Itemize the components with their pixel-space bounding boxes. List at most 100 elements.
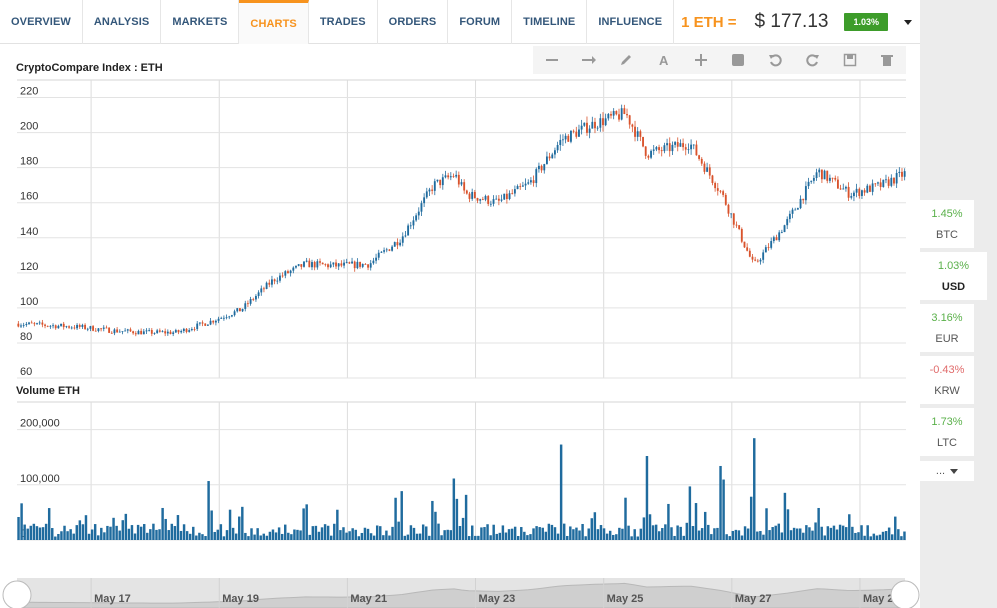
candle-body (164, 331, 167, 334)
candle-body (257, 292, 260, 297)
volume-bar (789, 530, 793, 540)
plus-icon[interactable] (689, 48, 713, 72)
candle-body (562, 139, 564, 141)
volume-bar (51, 528, 54, 540)
tab-trades[interactable]: TRADES (309, 0, 378, 44)
volume-bar (719, 465, 722, 540)
volume-bar (60, 531, 63, 540)
volume-bar (661, 528, 664, 540)
tab-influence[interactable]: INFLUENCE (587, 0, 675, 44)
currency-eur[interactable]: 3.16% EUR (920, 304, 974, 352)
pencil-icon[interactable] (614, 48, 638, 72)
volume-bar (532, 528, 535, 540)
candle-body (636, 131, 639, 137)
volume-bar (805, 525, 808, 540)
candle-body (335, 262, 337, 267)
volume-bar (556, 533, 560, 540)
volume-bar (342, 527, 345, 540)
candle-body (132, 331, 135, 334)
price-chart[interactable]: 60 80 100 120 140 160 180 200 220 0 100,000 200,000… (0, 0, 920, 608)
navigator-date-label: May 21 (350, 593, 387, 605)
candle-body (668, 143, 671, 152)
candle-body (351, 261, 353, 264)
volume-bar (728, 536, 731, 540)
tab-markets[interactable]: MARKETS (161, 0, 240, 44)
volume-bar (581, 523, 584, 540)
volume-bar (115, 525, 118, 540)
currency-usd[interactable]: 1.03% USD (920, 252, 987, 300)
minus-icon[interactable] (540, 48, 564, 72)
candle-body (134, 333, 137, 335)
volume-bar (780, 532, 784, 540)
volume-bar (385, 530, 388, 540)
candle-body (417, 211, 420, 216)
candle-body (527, 182, 530, 184)
currency-ltc[interactable]: 1.73% LTC (920, 408, 974, 456)
volume-bar (802, 532, 805, 540)
volume-bar (369, 533, 373, 540)
volume-bar (520, 527, 523, 540)
volume-bar (188, 533, 192, 540)
undo-icon[interactable] (763, 48, 787, 72)
more-currencies-button[interactable]: ... (920, 461, 974, 481)
square-icon[interactable] (726, 48, 750, 72)
volume-bar (627, 525, 630, 540)
candle-body (869, 185, 871, 192)
volume-bar (835, 529, 839, 540)
candle-body (391, 246, 394, 251)
tab-charts[interactable]: CHARTS (239, 0, 309, 44)
volume-bar (425, 526, 428, 540)
volume-bar (523, 531, 526, 540)
candle-body (225, 317, 228, 319)
candle-body (756, 260, 759, 262)
candle-body (236, 308, 239, 312)
candle-body (775, 237, 778, 241)
volume-bar (599, 525, 603, 540)
currency-krw[interactable]: -0.43% KRW (920, 356, 974, 404)
candle-body (126, 329, 129, 331)
candle-body (284, 271, 287, 276)
volume-bar (458, 526, 462, 540)
volume-bar (673, 535, 676, 540)
volume-bar (694, 503, 698, 540)
volume-bar (768, 530, 771, 540)
volume-bar (20, 503, 23, 540)
candle-body (604, 118, 607, 126)
currency-btc[interactable]: 1.45% BTC (920, 200, 974, 248)
candle-body (631, 124, 634, 127)
tab-overview[interactable]: OVERVIEW (0, 0, 83, 44)
candle-body (300, 264, 303, 267)
candle-body (260, 288, 263, 293)
tab-timeline[interactable]: TIMELINE (512, 0, 588, 44)
volume-bar (133, 533, 137, 540)
candle-body (492, 199, 495, 204)
tab-analysis[interactable]: ANALYSIS (83, 0, 162, 44)
text-icon[interactable]: A (652, 48, 676, 72)
trash-icon[interactable] (875, 48, 899, 72)
candle-body (615, 111, 618, 115)
volume-bar (657, 531, 661, 540)
volume-bar (596, 529, 600, 540)
volume-bar (348, 531, 351, 540)
volume-bar (817, 507, 820, 540)
candle-body (457, 174, 460, 185)
tab-orders[interactable]: ORDERS (378, 0, 449, 44)
volume-bar (642, 517, 646, 540)
arrow-right-icon[interactable] (577, 48, 601, 72)
candle-body (748, 250, 751, 257)
candle-body (706, 167, 709, 172)
volume-bar (513, 526, 517, 540)
candle-body (327, 264, 329, 268)
chevron-down-icon[interactable] (904, 19, 912, 25)
volume-bar (363, 527, 367, 540)
candle-body (623, 108, 626, 115)
volume-bar (271, 529, 275, 540)
redo-icon[interactable] (801, 48, 825, 72)
candle-body (772, 237, 775, 242)
tab-forum[interactable]: FORUM (448, 0, 513, 44)
volume-bar (636, 536, 639, 540)
candle-body (489, 203, 492, 205)
candle-body (671, 144, 674, 152)
volume-bar (412, 527, 416, 540)
save-icon[interactable] (838, 48, 862, 72)
